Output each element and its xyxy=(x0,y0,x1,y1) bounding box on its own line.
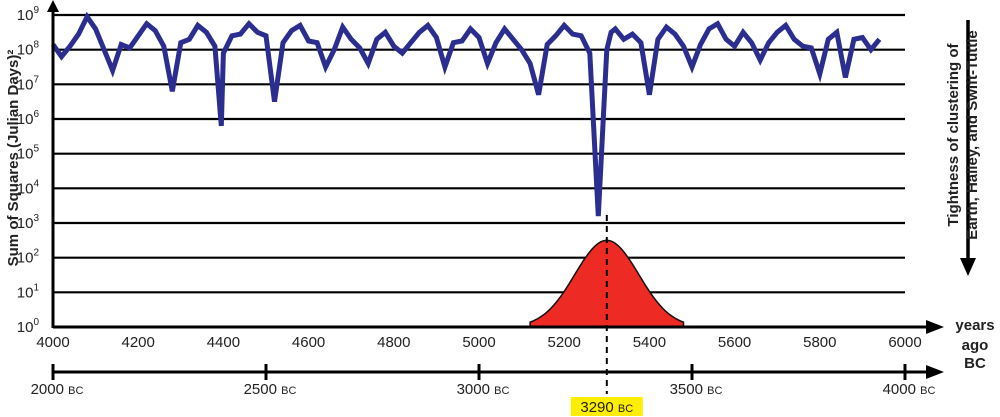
y-tick-exponent: 5 xyxy=(33,144,39,155)
y-tick-exponent: 9 xyxy=(33,5,39,16)
y-tick-label-1e1: 101 xyxy=(17,282,40,301)
data-series xyxy=(50,0,906,217)
bc-axis-arrow xyxy=(926,365,944,379)
y-tick-exponent: 1 xyxy=(33,282,39,293)
x-tick-label-5800: 5800 xyxy=(803,334,836,351)
x-unit-label-years: years xyxy=(955,317,994,334)
bc-suffix: BC xyxy=(494,385,509,397)
x-tick-label-5200: 5200 xyxy=(548,334,581,351)
series-line-0 xyxy=(50,11,882,217)
x-tick-label-4800: 4800 xyxy=(377,334,410,351)
bc-tick-label-2500: 2500 BC xyxy=(244,381,297,398)
y-axis-title: Sum of Squares (Julian Days)² xyxy=(5,50,22,267)
x-tick-label-4200: 4200 xyxy=(122,334,155,351)
x-tick-label-4400: 4400 xyxy=(207,334,240,351)
y-axis-arrow xyxy=(47,0,59,12)
bc-suffix: BC xyxy=(68,385,83,397)
y-tick-label-1e9: 109 xyxy=(17,5,40,24)
y-tick-exponent: 6 xyxy=(33,109,39,120)
right-label-line2: Earth, Halley, and Swift-Tuttle xyxy=(964,30,981,239)
right-label-line1: Tightness of clustering of xyxy=(945,42,962,226)
x-unit-label-ago: ago xyxy=(962,337,989,354)
x-tick-label-6000: 6000 xyxy=(888,334,921,351)
y-tick-exponent: 8 xyxy=(33,40,39,51)
y-tick-exponent: 7 xyxy=(33,74,39,85)
bc-tick-label-2000: 2000 BC xyxy=(31,381,84,398)
x-unit-label-bc: BC xyxy=(964,355,986,372)
highlight-suffix: BC xyxy=(618,403,633,415)
x-tick-label-4000: 4000 xyxy=(36,334,69,351)
highlight-label-bg xyxy=(570,397,643,416)
bc-tick-label-4000: 4000 BC xyxy=(883,381,936,398)
bc-tick-label-3500: 3500 BC xyxy=(670,381,723,398)
bc-suffix: BC xyxy=(281,385,296,397)
axis-labels: Sum of Squares (Julian Days)² Tightness … xyxy=(5,30,995,372)
y-tick-exponent: 4 xyxy=(33,178,39,189)
x-tick-label-5400: 5400 xyxy=(633,334,666,351)
bc-suffix: BC xyxy=(920,385,935,397)
y-tick-exponent: 2 xyxy=(33,248,39,259)
bc-suffix: BC xyxy=(707,385,722,397)
y-tick-exponent: 0 xyxy=(33,317,39,328)
y-tick-exponent: 3 xyxy=(33,213,39,224)
x-axis-arrow xyxy=(926,320,944,334)
x-tick-label-5000: 5000 xyxy=(462,334,495,351)
right-arrow-head xyxy=(960,258,976,276)
highlight-label: 3290 BC xyxy=(580,399,633,416)
gridlines xyxy=(53,13,905,294)
x-tick-label-4600: 4600 xyxy=(292,334,325,351)
x-tick-label-5600: 5600 xyxy=(718,334,751,351)
bc-tick-label-3000: 3000 BC xyxy=(457,381,510,398)
